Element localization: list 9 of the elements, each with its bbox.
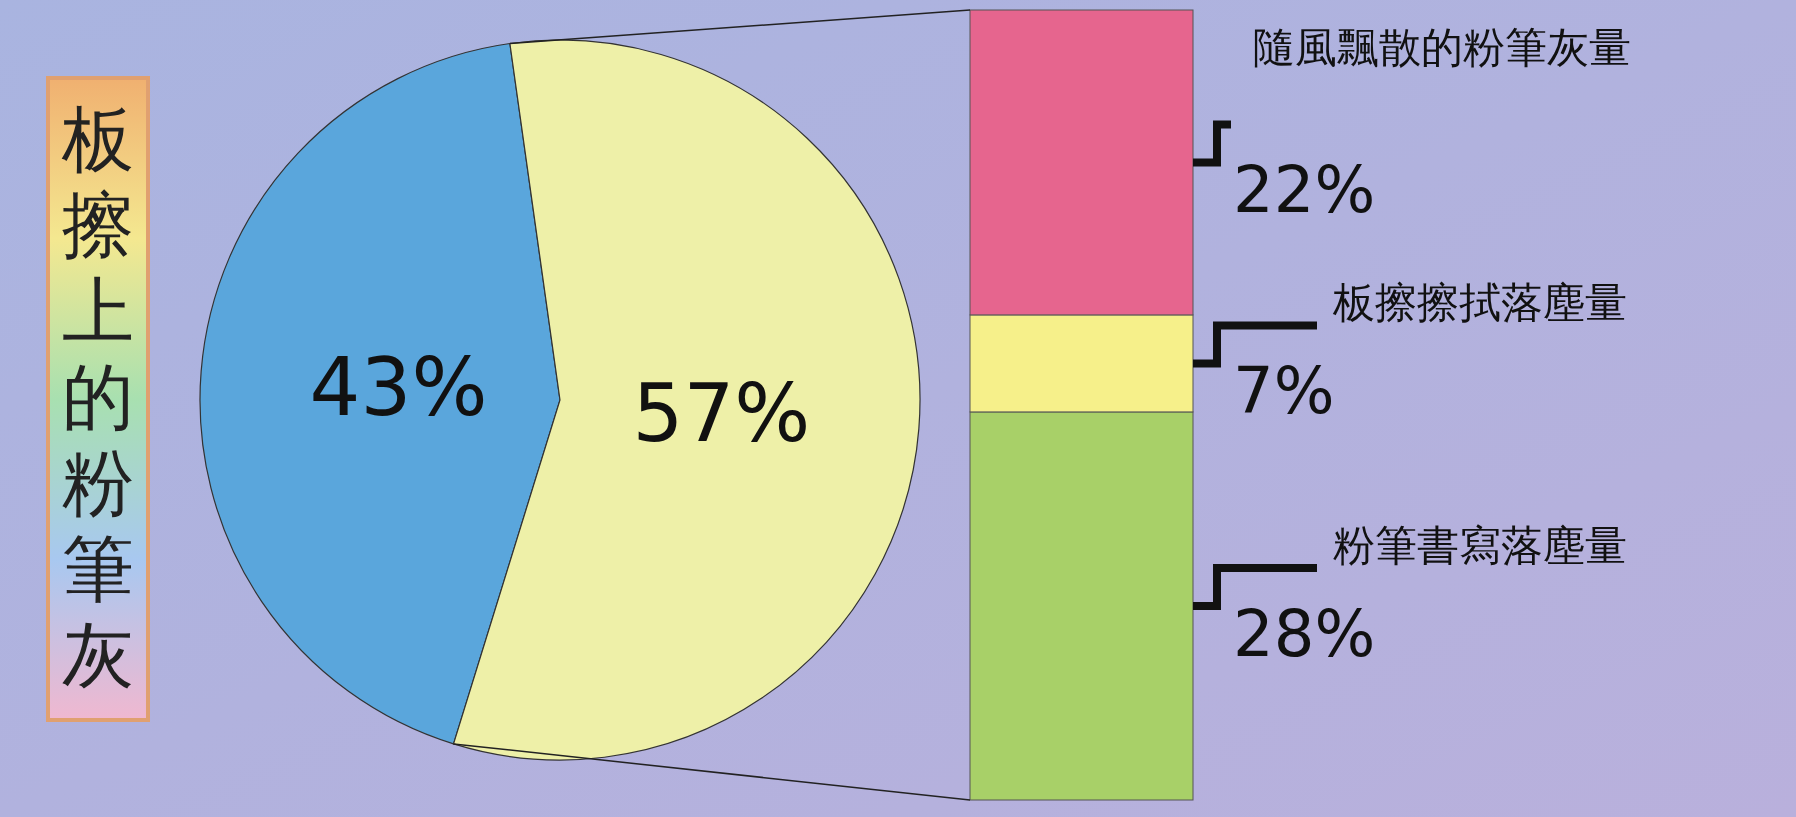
data-label: 43% (309, 341, 488, 435)
series-label: 隨風飄散的粉筆灰量 (1253, 23, 1631, 73)
data-label: 57% (632, 366, 811, 460)
data-label: 22% (1233, 153, 1376, 228)
text: 粉筆書寫落塵量 (1333, 520, 1627, 570)
text: 板擦上的粉筆灰 (61, 97, 134, 697)
text: 板擦擦拭落塵量 (1332, 278, 1627, 328)
data-label: 28% (1233, 596, 1376, 671)
data-label: 7% (1233, 354, 1335, 429)
